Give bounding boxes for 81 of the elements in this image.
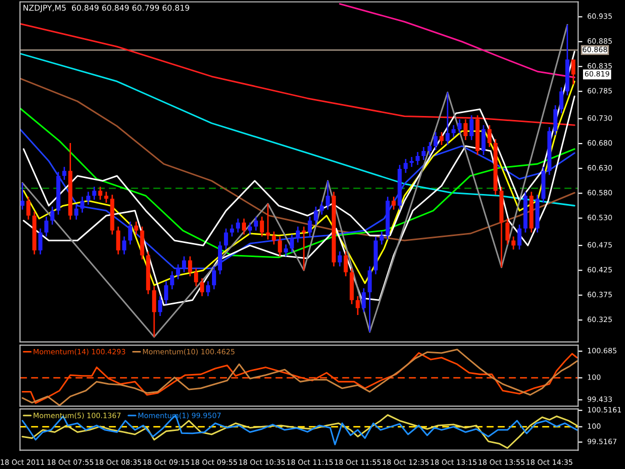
- candlestick: [481, 124, 486, 156]
- candlestick: [368, 266, 372, 333]
- line-series: [22, 24, 568, 338]
- candlestick: [338, 250, 342, 268]
- candlestick: [80, 196, 84, 214]
- candlestick: [284, 244, 288, 258]
- candlestick: [92, 186, 96, 200]
- candlestick: [50, 206, 54, 226]
- candlestick: [434, 131, 438, 151]
- candlestick: [278, 236, 282, 258]
- candlestick: [296, 226, 300, 244]
- candlestick: [326, 180, 330, 210]
- candlestick: [559, 86, 564, 114]
- candlestick: [134, 220, 138, 236]
- candlestick: [404, 158, 408, 174]
- candlestick: [224, 228, 228, 250]
- candlestick: [38, 228, 42, 256]
- candlestick: [422, 146, 426, 161]
- candlestick: [469, 114, 474, 141]
- candlestick: [176, 264, 180, 280]
- candlestick: [272, 230, 276, 246]
- candlestick: [290, 234, 294, 254]
- candlestick: [194, 268, 198, 287]
- candlestick: [158, 295, 162, 317]
- candlestick: [74, 204, 78, 220]
- candlestick: [392, 196, 396, 210]
- candlestick: [308, 216, 312, 238]
- candlestick: [20, 182, 24, 210]
- candlestick: [553, 104, 558, 136]
- candlestick: [458, 118, 462, 134]
- line-series: [22, 80, 576, 286]
- candlestick: [320, 201, 324, 216]
- line-series: [20, 107, 576, 258]
- candlestick: [266, 203, 270, 240]
- line-series: [20, 128, 576, 270]
- candlestick: [464, 118, 468, 141]
- candlestick: [206, 280, 210, 297]
- candlestick: [440, 131, 444, 146]
- candlestick: [242, 218, 246, 236]
- line-series: [339, 3, 576, 78]
- candlestick: [571, 58, 576, 86]
- candlestick: [302, 226, 306, 272]
- candlestick: [170, 270, 174, 290]
- line-series: [20, 78, 576, 242]
- candlestick: [122, 236, 126, 256]
- candlestick: [344, 250, 348, 277]
- candlestick: [446, 92, 450, 146]
- candlestick: [212, 266, 216, 290]
- candlestick: [152, 286, 156, 338]
- line-series: [22, 50, 576, 246]
- candlestick: [98, 186, 102, 200]
- candlestick: [511, 236, 516, 250]
- candlestick: [182, 256, 186, 273]
- candlestick: [200, 278, 204, 297]
- candlestick: [260, 216, 264, 238]
- candlestick: [164, 280, 168, 305]
- candlestick: [128, 220, 132, 246]
- candlestick: [254, 216, 258, 232]
- candlestick: [517, 224, 522, 250]
- candlestick: [380, 230, 384, 246]
- line-series: [20, 52, 576, 206]
- candlestick: [505, 218, 510, 246]
- candlestick: [248, 222, 252, 236]
- line-series: [20, 22, 576, 126]
- candlestick: [314, 206, 318, 226]
- candlestick: [188, 256, 192, 277]
- candlestick: [452, 124, 456, 138]
- candlestick: [44, 216, 48, 238]
- candlestick: [428, 141, 432, 156]
- candlestick: [410, 156, 414, 168]
- candlestick: [62, 166, 66, 181]
- candlestick: [230, 224, 234, 238]
- candlestick: [236, 218, 240, 234]
- candlestick: [26, 196, 30, 220]
- candlestick: [116, 226, 120, 256]
- candlestick: [104, 191, 108, 204]
- candlestick: [356, 295, 360, 316]
- candlestick: [86, 191, 90, 206]
- candlestick: [362, 288, 366, 313]
- candlestick: [487, 124, 492, 148]
- candlestick: [416, 151, 420, 166]
